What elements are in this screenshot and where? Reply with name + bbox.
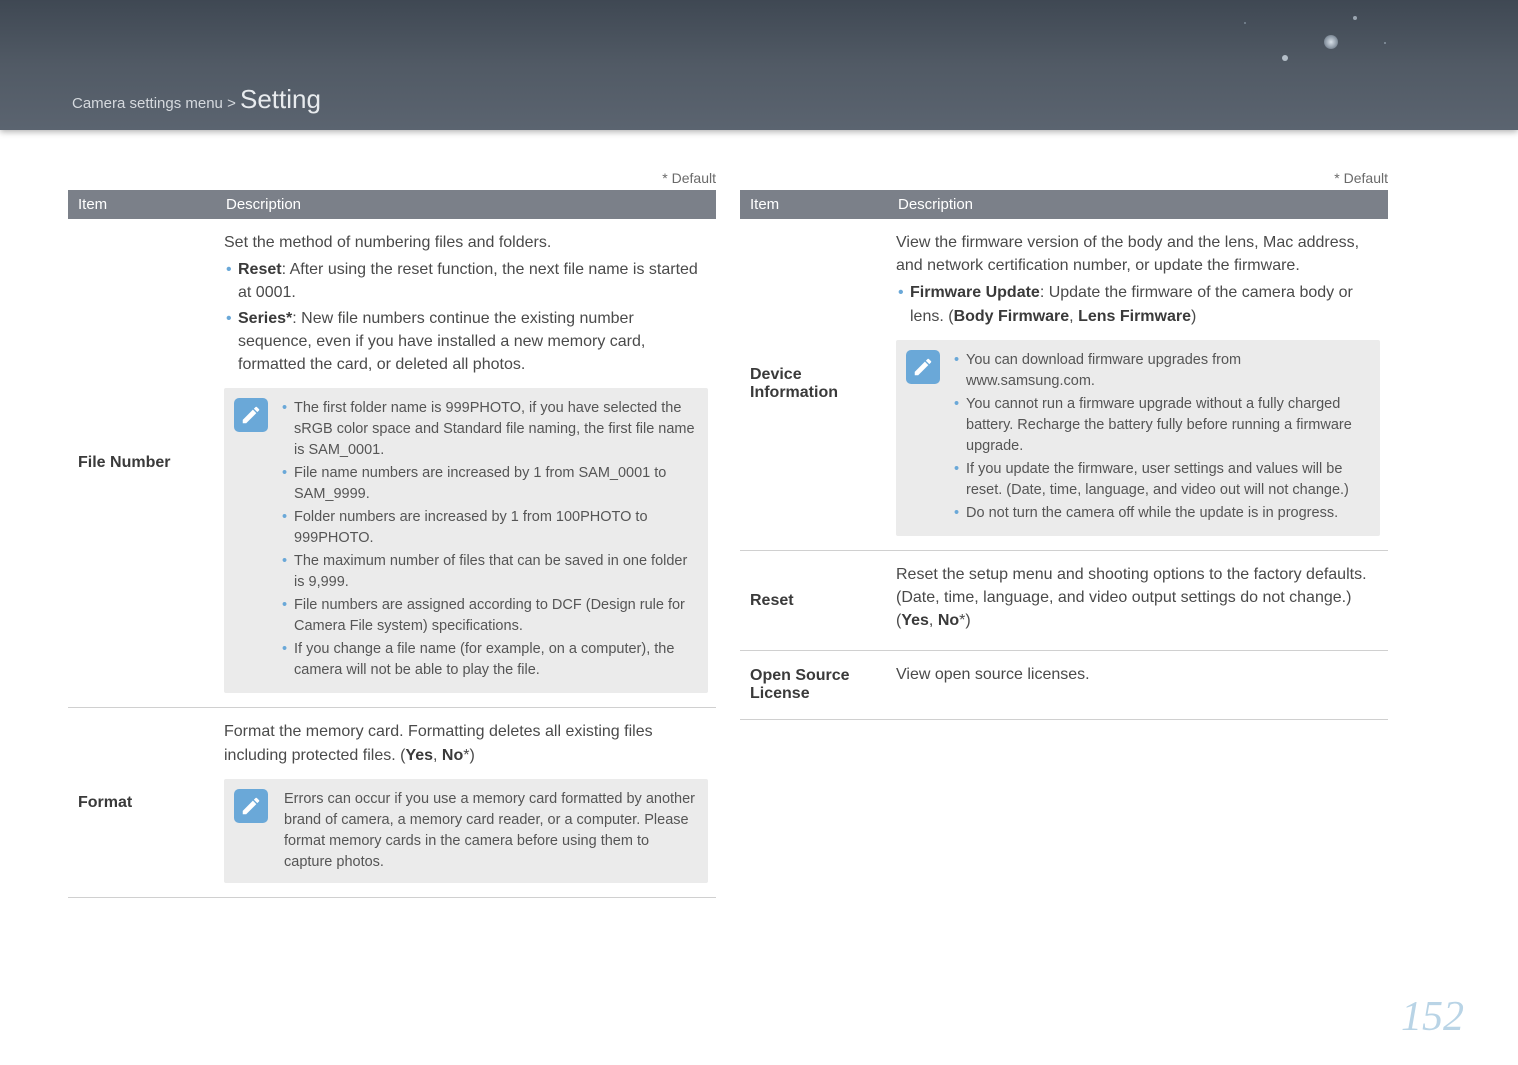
osl-text: View open source licenses. <box>896 663 1380 686</box>
term-reset-text: : After using the reset function, the ne… <box>238 261 698 301</box>
breadcrumb-prefix: Camera settings menu > <box>72 95 240 112</box>
row-desc-format: Format the memory card. Formatting delet… <box>216 708 716 896</box>
term-reset: Reset <box>238 261 282 278</box>
opt-body-fw: Body Firmware <box>954 308 1070 325</box>
format-text-b: *) <box>463 747 475 764</box>
opt-yes: Yes <box>405 747 433 764</box>
row-label-reset: Reset <box>740 551 888 651</box>
decorative-sparkle <box>1098 0 1398 130</box>
breadcrumb-current: Setting <box>240 84 321 114</box>
page-number: 152 <box>1401 993 1464 1041</box>
format-note-text: Errors can occur if you use a memory car… <box>284 791 695 870</box>
fw-sep: , <box>1069 308 1078 325</box>
term-firmware-update: Firmware Update <box>910 284 1040 301</box>
list-item: Series*: New file numbers continue the e… <box>224 307 708 377</box>
page-header-band: Camera settings menu > Setting <box>0 0 1518 130</box>
pencil-icon <box>234 398 268 432</box>
device-info-intro: View the firmware version of the body an… <box>896 231 1380 277</box>
col-header-item: Item <box>68 190 216 219</box>
table-row: Open Source License View open source lic… <box>740 651 1388 720</box>
list-item: File numbers are assigned according to D… <box>280 595 696 637</box>
table-row: File Number Set the method of numbering … <box>68 219 716 708</box>
row-label-osl: Open Source License <box>740 651 888 719</box>
row-desc-osl: View open source licenses. <box>888 651 1388 719</box>
col-header-description: Description <box>888 190 1388 219</box>
row-desc-reset: Reset the setup menu and shooting option… <box>888 551 1388 651</box>
right-column: * Default Item Description Device Inform… <box>740 170 1388 898</box>
default-label-right: * Default <box>740 170 1388 186</box>
device-info-bullets: Firmware Update: Update the firmware of … <box>896 281 1380 327</box>
note-list: You can download firmware upgrades from … <box>952 350 1368 524</box>
reset-text: Reset the setup menu and shooting option… <box>896 563 1380 633</box>
list-item: Folder numbers are increased by 1 from 1… <box>280 507 696 549</box>
col-header-item: Item <box>740 190 888 219</box>
osl-label-text: Open Source License <box>750 667 878 703</box>
table-row: Device Information View the firmware ver… <box>740 219 1388 551</box>
reset-text-b: *) <box>959 612 971 629</box>
default-label-left: * Default <box>68 170 716 186</box>
opt-lens-fw: Lens Firmware <box>1078 308 1191 325</box>
list-item: The first folder name is 999PHOTO, if yo… <box>280 398 696 461</box>
term-series-text: : New file numbers continue the existing… <box>238 310 645 373</box>
table-header-right: Item Description <box>740 190 1388 219</box>
list-item: Firmware Update: Update the firmware of … <box>896 281 1380 327</box>
list-item: File name numbers are increased by 1 fro… <box>280 463 696 505</box>
opt-no: No <box>938 612 959 629</box>
content-area: * Default Item Description File Number S… <box>0 130 1518 898</box>
row-desc-device-info: View the firmware version of the body an… <box>888 219 1388 550</box>
list-item: You can download firmware upgrades from … <box>952 350 1368 392</box>
table-header-left: Item Description <box>68 190 716 219</box>
fw-text-b: ) <box>1191 308 1196 325</box>
breadcrumb: Camera settings menu > Setting <box>72 84 321 115</box>
list-item: You cannot run a firmware upgrade withou… <box>952 394 1368 457</box>
note-box-file-number: The first folder name is 999PHOTO, if yo… <box>224 388 708 693</box>
opt-no: No <box>442 747 463 764</box>
list-item: Reset: After using the reset function, t… <box>224 258 708 304</box>
opt-sep: , <box>433 747 442 764</box>
format-text: Format the memory card. Formatting delet… <box>224 720 708 766</box>
row-label-file-number: File Number <box>68 219 216 707</box>
list-item: Do not turn the camera off while the upd… <box>952 503 1368 524</box>
row-label-device-info: Device Information <box>740 219 888 550</box>
table-row: Format Format the memory card. Formattin… <box>68 708 716 897</box>
opt-sep: , <box>929 612 938 629</box>
left-column: * Default Item Description File Number S… <box>68 170 716 898</box>
term-series: Series* <box>238 310 292 327</box>
row-label-format: Format <box>68 708 216 896</box>
table-row: Reset Reset the setup menu and shooting … <box>740 551 1388 652</box>
pencil-icon <box>234 789 268 823</box>
opt-yes: Yes <box>901 612 929 629</box>
pencil-icon <box>906 350 940 384</box>
row-desc-file-number: Set the method of numbering files and fo… <box>216 219 716 707</box>
device-info-label-text: Device Information <box>750 366 878 402</box>
note-list: The first folder name is 999PHOTO, if yo… <box>280 398 696 681</box>
list-item: The maximum number of files that can be … <box>280 551 696 593</box>
file-number-bullets: Reset: After using the reset function, t… <box>224 258 708 376</box>
note-box-format: Errors can occur if you use a memory car… <box>224 779 708 883</box>
list-item: If you change a file name (for example, … <box>280 639 696 681</box>
file-number-intro: Set the method of numbering files and fo… <box>224 231 708 254</box>
note-box-device-info: You can download firmware upgrades from … <box>896 340 1380 536</box>
list-item: If you update the firmware, user setting… <box>952 459 1368 501</box>
col-header-description: Description <box>216 190 716 219</box>
